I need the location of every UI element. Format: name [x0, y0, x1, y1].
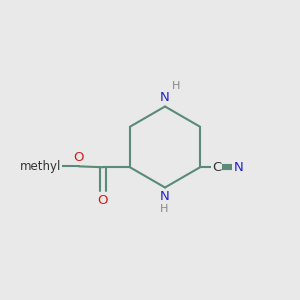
Text: N: N — [160, 91, 170, 103]
Text: O: O — [74, 151, 84, 164]
Text: C: C — [212, 161, 221, 174]
Text: methyl: methyl — [20, 160, 62, 173]
Text: O: O — [98, 194, 108, 207]
Text: H: H — [160, 204, 169, 214]
Text: N: N — [233, 161, 243, 174]
Text: H: H — [172, 81, 181, 91]
Text: N: N — [160, 190, 170, 203]
